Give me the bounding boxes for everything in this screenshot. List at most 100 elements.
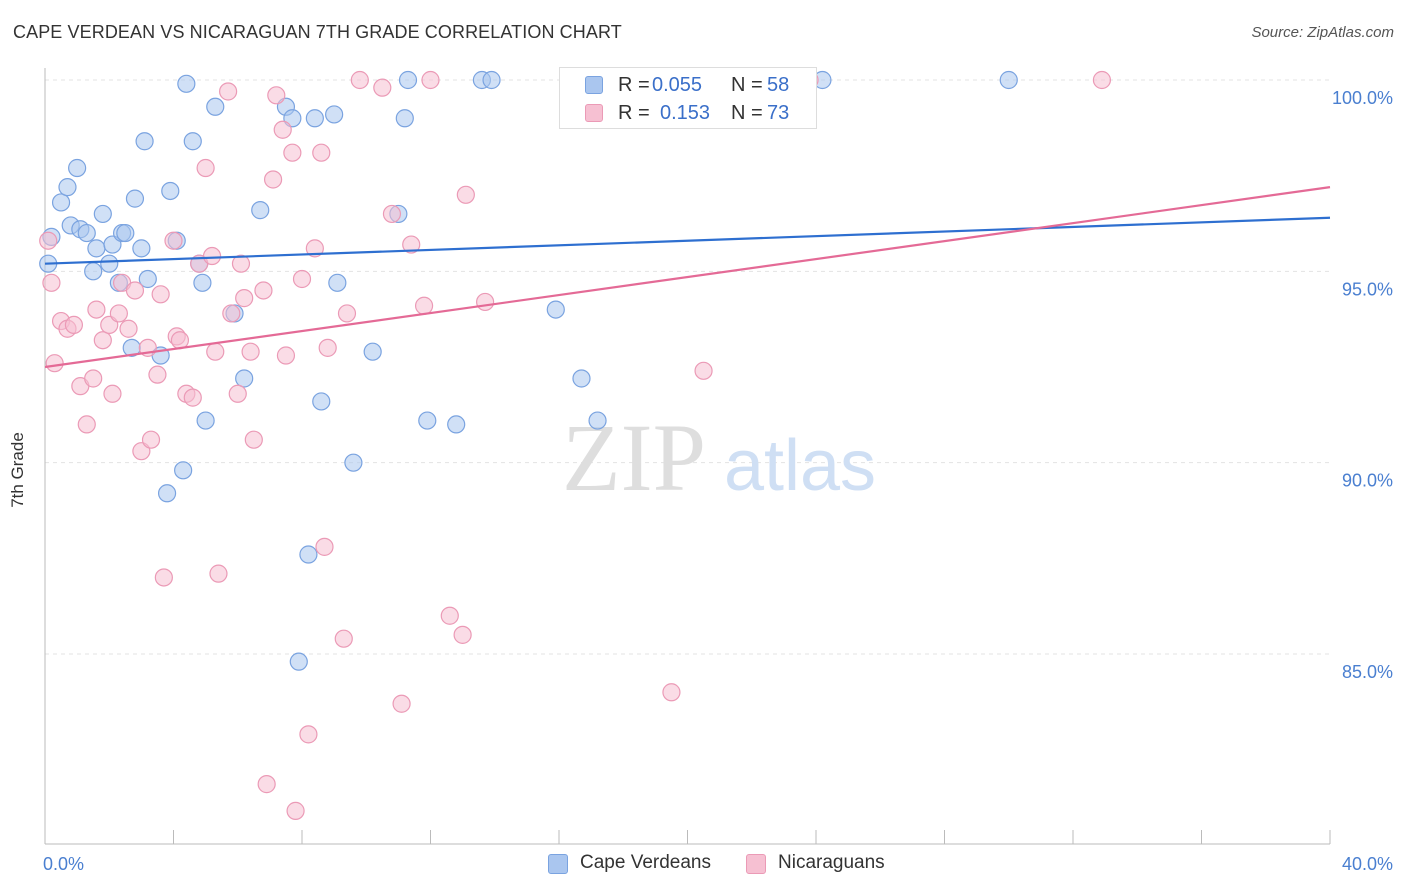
nicaraguan-point-13 <box>109 304 128 323</box>
nicaraguan-point-53 <box>318 338 337 357</box>
nicaraguan-point-21 <box>151 285 170 304</box>
nicaraguan-point-39 <box>244 430 263 449</box>
cape-verdean-point-15 <box>116 223 135 243</box>
cape-verdean-point-29 <box>193 273 212 292</box>
nicaraguans-points <box>39 70 1112 820</box>
cape-verdean-point-26 <box>177 74 196 93</box>
cape-verdean-point-11 <box>100 254 119 273</box>
watermark-atlas: atlas <box>724 426 876 506</box>
nicaraguan-point-51 <box>312 143 331 162</box>
nicaraguan-point-62 <box>421 70 440 90</box>
nicaraguan-point-2 <box>45 354 64 373</box>
cape-verdean-point-22 <box>157 484 177 503</box>
cape-verdean-point-34 <box>251 201 270 220</box>
cape-verdean-point-40 <box>312 392 331 411</box>
nicaraguan-point-44 <box>273 120 292 139</box>
nicaraguan-point-16 <box>125 281 145 300</box>
nicaraguan-point-15 <box>119 319 138 338</box>
legend-swatch-blue <box>585 76 603 94</box>
nicaraguan-point-27 <box>183 388 202 407</box>
nicaraguan-point-33 <box>219 82 238 101</box>
cape-verdean-point-54 <box>588 411 607 430</box>
nicaraguan-point-55 <box>337 304 357 323</box>
nicaraguan-point-59 <box>392 694 411 713</box>
cape-verdean-point-17 <box>125 189 145 208</box>
trend-lines <box>44 186 1331 369</box>
legend-swatch-blue <box>548 854 568 874</box>
legend-r-value: 0.153 <box>660 102 711 124</box>
nicaraguan-point-52 <box>315 537 334 556</box>
nicaraguans-trend-line <box>44 186 1331 369</box>
legend-n-label: N = <box>731 102 763 124</box>
nicaraguan-point-50 <box>305 239 324 258</box>
y-tick-label-3: 100.0% <box>1332 88 1393 108</box>
nicaraguan-point-42 <box>263 170 283 189</box>
cape-verdean-point-44 <box>363 342 382 361</box>
y-tick-label-1: 90.0% <box>1342 471 1393 491</box>
legend-r-label: R = <box>618 102 650 124</box>
cape-verdean-point-39 <box>305 109 324 128</box>
cape-verdean-point-33 <box>235 369 254 388</box>
legend-swatch-pink <box>746 854 766 874</box>
nicaraguan-point-5 <box>64 315 84 335</box>
nicaraguan-point-1 <box>42 273 61 292</box>
cape-verdean-point-8 <box>84 262 103 281</box>
y-tick-label-0: 85.0% <box>1342 662 1393 682</box>
cape-verdean-point-51 <box>482 70 501 90</box>
cape-verdean-point-37 <box>289 652 308 671</box>
nicaraguan-point-12 <box>103 384 122 403</box>
cape-verdean-point-31 <box>206 97 225 116</box>
x-tick-label-max: 40.0% <box>1342 854 1393 874</box>
cape-verdean-point-53 <box>572 369 591 388</box>
cape-verdean-point-41 <box>325 105 344 124</box>
nicaraguan-point-57 <box>373 78 392 97</box>
nicaraguan-point-34 <box>222 304 241 323</box>
cape-verdeans-points <box>39 70 1018 671</box>
legend-r-label: R = <box>618 74 650 96</box>
nicaraguan-point-37 <box>235 289 254 308</box>
cape-verdean-point-3 <box>58 178 77 197</box>
nicaraguan-point-60 <box>402 235 421 254</box>
watermark-zip: ZIP <box>562 404 706 511</box>
nicaraguan-point-29 <box>196 158 215 178</box>
nicaraguan-point-47 <box>286 801 305 820</box>
nicaraguan-point-20 <box>148 365 167 384</box>
cape-verdean-point-46 <box>395 109 414 128</box>
legend-n-value: 73 <box>767 102 790 124</box>
chart-title: CAPE VERDEAN VS NICARAGUAN 7TH GRADE COR… <box>13 22 622 42</box>
cape-verdean-point-42 <box>328 273 347 292</box>
nicaraguan-point-49 <box>299 725 318 744</box>
cape-verdean-point-25 <box>174 461 193 480</box>
axes <box>44 68 1331 845</box>
nicaraguan-point-56 <box>350 70 369 90</box>
cape-verdean-point-23 <box>161 181 180 201</box>
cape-verdean-point-47 <box>398 70 418 90</box>
watermark: ZIP atlas <box>562 404 876 511</box>
legend-n-label: N = <box>731 74 763 96</box>
correlation-legend: R = 0.055 N = 58 R = 0.153 N = 73 <box>559 67 817 129</box>
cape-verdean-point-10 <box>93 204 112 224</box>
nicaraguan-point-19 <box>141 430 161 449</box>
nicaraguan-point-64 <box>453 625 472 644</box>
nicaraguan-point-8 <box>84 369 103 388</box>
nicaraguan-point-72 <box>1092 70 1112 90</box>
cape-verdean-point-49 <box>447 415 466 434</box>
legend-label: Nicaraguans <box>778 852 885 873</box>
legend-n-value: 58 <box>767 74 790 96</box>
y-tick-labels: 85.0% 90.0% 95.0% 100.0% <box>1332 88 1393 682</box>
source-label: Source: ZipAtlas.com <box>1251 24 1394 41</box>
gridlines <box>45 79 1330 655</box>
legend-label: Cape Verdeans <box>580 852 711 873</box>
cape-verdean-point-30 <box>196 411 215 430</box>
x-tick-label-min: 0.0% <box>43 854 84 874</box>
nicaraguan-point-38 <box>241 342 260 361</box>
nicaraguan-point-65 <box>456 185 475 204</box>
nicaraguan-point-25 <box>170 331 190 350</box>
x-tick-labels: 0.0% 40.0% <box>43 854 1393 874</box>
nicaraguan-point-46 <box>283 143 302 162</box>
y-tick-label-2: 95.0% <box>1342 279 1393 299</box>
nicaraguan-point-36 <box>231 254 251 273</box>
cape-verdean-point-57 <box>999 70 1018 90</box>
cape-verdean-point-7 <box>77 223 96 243</box>
